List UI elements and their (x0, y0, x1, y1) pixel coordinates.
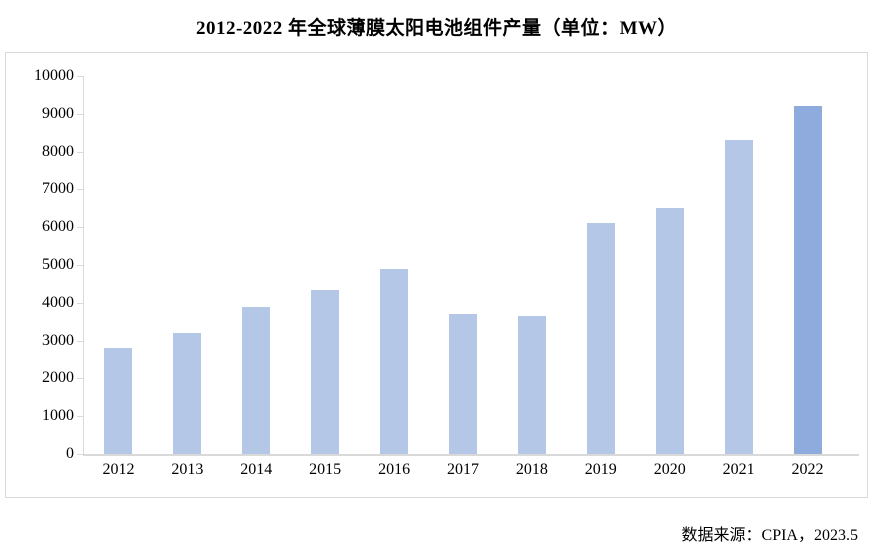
y-tick-label: 3000 (42, 331, 74, 349)
bar-2016 (380, 268, 409, 454)
y-tick-label: 5000 (42, 256, 74, 273)
x-tick-label-2013: 2013 (171, 461, 204, 478)
x-tick-label-2015: 2015 (309, 461, 342, 478)
bar-2015 (311, 289, 340, 454)
x-tick-label-2016: 2016 (378, 461, 411, 478)
bar-slot (773, 76, 842, 454)
y-tick-mark (77, 416, 83, 418)
bar-2013 (173, 333, 202, 454)
bar-slot (153, 76, 222, 454)
x-tick-label-2012: 2012 (102, 461, 135, 478)
data-source-note: 数据来源：CPIA，2023.5 (681, 527, 858, 544)
y-tick-mark (77, 151, 83, 153)
bar-slot (429, 76, 498, 454)
chart-title: 2012-2022 年全球薄膜太阳电池组件产量（单位：MW） (195, 18, 677, 39)
bar-2012 (104, 348, 133, 454)
y-tick-label: 2000 (42, 369, 74, 387)
y-tick-label: 9000 (42, 104, 74, 122)
y-tick-mark (77, 454, 83, 455)
bar-slot (497, 76, 566, 454)
bar-slot (635, 76, 704, 454)
y-tick-label: 0 (66, 445, 74, 462)
y-tick-label: 8000 (42, 142, 74, 160)
x-tick-label-2017: 2017 (446, 461, 479, 478)
bar-2018 (517, 316, 546, 454)
y-axis-line (83, 76, 84, 454)
bar-2020 (655, 208, 684, 454)
bars-container (84, 76, 842, 454)
x-tick-label-2021: 2021 (722, 461, 755, 478)
x-axis-line (83, 454, 859, 456)
y-tick-mark (77, 302, 83, 304)
y-tick-mark (77, 189, 83, 191)
y-tick-mark (77, 378, 83, 380)
chart-frame: 10000 9000 8000 7000 6000 5000 4000 3000 2000 100… (5, 52, 868, 498)
y-tick-label: 7000 (42, 180, 74, 198)
bar-slot (291, 76, 360, 454)
bar-slot (222, 76, 291, 454)
bar-slot (360, 76, 429, 454)
bar-2022 (793, 106, 822, 454)
bar-2019 (586, 223, 615, 454)
x-tick-label-2018: 2018 (515, 461, 548, 478)
bar-slot (566, 76, 635, 454)
bar-2017 (448, 314, 477, 454)
x-tick-label-2019: 2019 (584, 461, 617, 478)
y-tick-label: 6000 (42, 218, 74, 236)
bar-2014 (242, 306, 271, 454)
y-tick-label: 1000 (42, 407, 74, 425)
y-tick-mark (77, 113, 83, 115)
y-tick-mark (77, 227, 83, 229)
x-tick-label-2020: 2020 (653, 461, 686, 478)
y-tick-mark (77, 76, 83, 77)
bar-slot (84, 76, 153, 454)
y-tick-mark (77, 265, 83, 266)
bar-2021 (724, 140, 753, 454)
x-axis-labels: 2012 2013 2014 2015 2016 2017 2018 2019 2020 2021… (84, 461, 842, 479)
y-tick-label: 10000 (34, 67, 74, 84)
y-tick-mark (77, 340, 83, 342)
y-tick-label: 4000 (42, 293, 74, 311)
x-tick-label-2014: 2014 (240, 461, 273, 478)
x-tick-label-2022: 2022 (791, 461, 824, 478)
bar-slot (704, 76, 773, 454)
